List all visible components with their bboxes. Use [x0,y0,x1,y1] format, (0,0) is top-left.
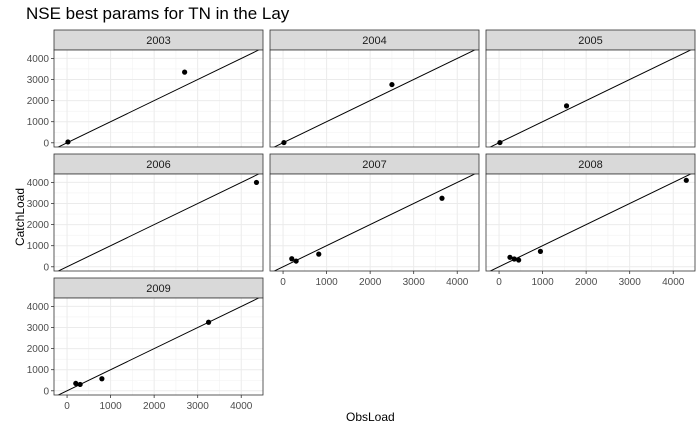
chart-title: NSE best params for TN in the Lay [26,4,290,23]
y-tick-label: 1000 [27,241,50,252]
data-point [507,254,513,260]
y-tick-label: 4000 [27,54,50,65]
y-tick-label: 2000 [27,344,50,355]
strip-label: 2006 [146,159,170,171]
data-point [497,139,503,146]
strip-label: 2008 [578,159,602,171]
x-tick-label: 2000 [575,277,598,288]
data-point [293,258,299,264]
x-tick-label: 2000 [143,401,166,412]
data-point [253,179,260,186]
x-tick-label: 3000 [619,277,642,288]
x-tick-label: 4000 [446,277,469,288]
y-tick-label: 0 [43,262,49,273]
data-point [99,376,105,382]
panel-2006: 2006 0 1000 2000 3000 4000 [27,153,264,273]
reference-line [489,50,692,147]
data-point [77,381,83,388]
panel-2009: 2009 0 1000 2000 3000 4000 0 1000 2000 3000 4000 [27,277,264,412]
data-point [516,257,522,263]
y-tick-label: 0 [43,386,49,397]
panel-border [485,49,696,148]
data-point [563,103,570,109]
panel-2003: 2003 0 1000 2000 3000 4000 [27,29,264,149]
panel-border [269,173,480,272]
panel-border [53,173,264,272]
y-tick-label: 1000 [27,365,50,376]
panel-2005: 2005 [485,29,696,148]
y-tick-label: 0 [43,138,49,149]
x-tick-label: 0 [280,277,286,288]
y-tick-label: 3000 [27,199,50,210]
y-tick-label: 2000 [27,96,50,107]
panel-border [53,49,264,148]
panel-border [269,49,480,148]
data-point [439,195,445,201]
panel-border [485,173,696,272]
strip-label: 2005 [578,35,602,47]
y-tick-label: 3000 [27,323,50,334]
data-point [289,256,295,262]
reference-line [489,174,692,271]
data-point [205,319,212,325]
data-point [316,251,322,257]
x-tick-label: 1000 [315,277,338,288]
data-point [73,380,79,387]
panel-border [53,297,264,396]
x-tick-label: 1000 [531,277,554,288]
y-tick-label: 1000 [27,117,50,128]
y-tick-label: 4000 [27,302,50,313]
strip-label: 2007 [362,159,386,171]
data-point [281,139,287,146]
x-tick-label: 3000 [403,277,426,288]
strip-label: 2009 [146,283,170,295]
reference-line [273,174,476,271]
x-tick-label: 2000 [359,277,382,288]
data-point [683,177,689,183]
y-tick-label: 3000 [27,75,50,86]
x-tick-label: 1000 [99,401,122,412]
x-tick-label: 4000 [662,277,685,288]
strip-label: 2003 [146,35,170,47]
data-point [65,139,71,145]
x-tick-label: 0 [496,277,502,288]
data-point [182,69,188,75]
reference-line [57,50,260,147]
panel-2007: 2007 0 1000 2000 3000 4000 [269,153,480,288]
x-tick-label: 4000 [230,401,253,412]
reference-line [273,50,476,147]
x-axis-title: ObsLoad [346,410,395,424]
data-point [537,248,544,254]
data-point [389,81,395,88]
y-tick-label: 4000 [27,178,50,189]
reference-line [57,298,260,395]
reference-line [57,174,260,271]
data-point [511,256,517,262]
strip-label: 2004 [362,35,386,47]
x-tick-label: 3000 [187,401,210,412]
panel-2004: 2004 [269,29,480,148]
y-axis-title: CatchLoad [13,187,27,247]
x-tick-label: 0 [64,401,70,412]
y-tick-label: 2000 [27,220,50,231]
panel-2008: 2008 0 1000 2000 3000 4000 [485,153,696,288]
